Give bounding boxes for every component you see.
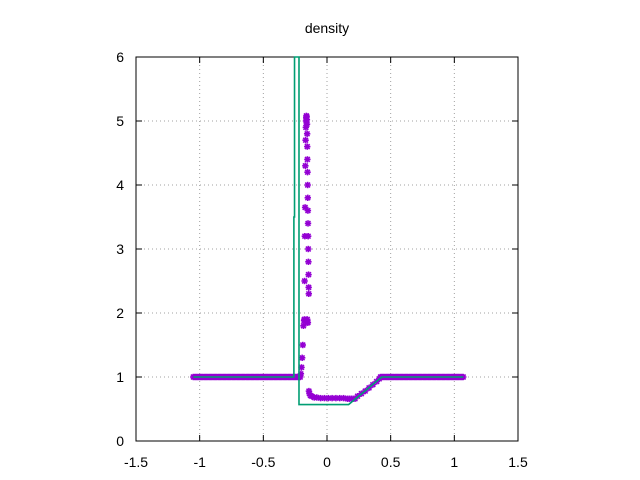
grid-lines bbox=[136, 57, 518, 441]
data-point bbox=[303, 121, 311, 128]
data-point bbox=[301, 277, 308, 285]
x-tick-label: 1 bbox=[450, 454, 458, 470]
x-tick-label: -0.5 bbox=[251, 454, 275, 470]
y-tick-label: 2 bbox=[116, 305, 124, 321]
data-point bbox=[302, 162, 309, 169]
data-point bbox=[305, 271, 312, 278]
data-point bbox=[304, 194, 311, 201]
data-point bbox=[298, 354, 306, 361]
x-tick-label: -1 bbox=[193, 454, 206, 470]
x-tick-label: 0.5 bbox=[381, 454, 401, 470]
y-tick-label: 1 bbox=[116, 369, 124, 385]
data-point bbox=[305, 284, 312, 291]
data-point bbox=[305, 290, 312, 297]
data-point bbox=[304, 169, 311, 176]
data-point bbox=[302, 137, 309, 144]
y-tick-label: 0 bbox=[116, 433, 124, 449]
chart-title: density bbox=[305, 20, 349, 36]
data-point bbox=[304, 319, 312, 326]
data-point bbox=[340, 394, 347, 402]
data-point bbox=[305, 245, 312, 253]
x-tick-label: 1.5 bbox=[508, 454, 528, 470]
data-point bbox=[299, 341, 307, 349]
y-tick-label: 5 bbox=[116, 113, 124, 129]
data-point bbox=[304, 233, 312, 240]
y-tick-label: 6 bbox=[116, 49, 124, 65]
y-tick-label: 4 bbox=[116, 177, 124, 193]
data-point bbox=[304, 220, 312, 227]
data-point bbox=[304, 181, 311, 189]
exact-solution-line bbox=[193, 56, 464, 406]
data-point bbox=[304, 143, 311, 150]
tick-labels: -1.5 -1 -0.5 0 0.5 1 1.5 0 1 2 3 4 5 6 bbox=[116, 49, 528, 470]
x-tick-label: -1.5 bbox=[124, 454, 148, 470]
y-tick-label: 3 bbox=[116, 241, 124, 257]
data-point bbox=[305, 258, 312, 265]
data-point bbox=[304, 156, 311, 163]
series bbox=[190, 56, 467, 406]
x-tick-label: 0 bbox=[323, 454, 331, 470]
tick-marks bbox=[135, 56, 519, 442]
data-point bbox=[303, 130, 311, 137]
data-point bbox=[304, 207, 312, 214]
